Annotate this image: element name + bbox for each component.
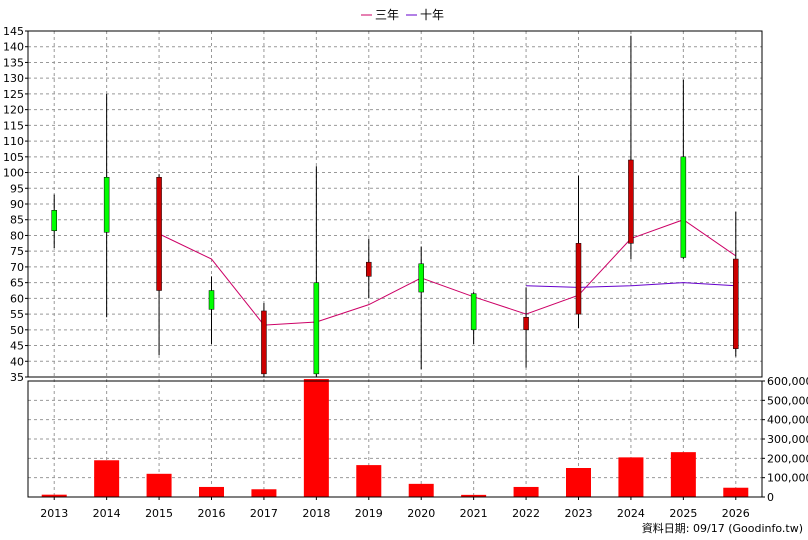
price-tick-label: 85 [10,214,24,227]
x-tick-label: 2016 [198,507,226,520]
candlesticks [51,35,739,377]
price-axis-ticks: 35 40 45 50 55 60 65 70 75 80 85 90 95 100 105 110 115 12… [3,25,28,384]
candle-body [733,258,739,349]
price-tick-label: 140 [3,41,24,54]
volume-bar [566,468,591,497]
moving-average-lines [158,219,737,326]
price-tick-label: 135 [3,56,24,69]
price-tick-label: 60 [10,292,24,305]
candle-body [575,243,582,315]
volume-tick-label: 400,000 [767,414,808,427]
volume-tick-label: 500,000 [767,394,808,407]
volume-bar [303,379,329,497]
price-tick-label: 50 [10,324,24,337]
price-tick-label: 55 [10,308,24,321]
candle-body [628,159,634,244]
x-tick-label: 2024 [617,507,645,520]
price-tick-label: 145 [3,25,24,38]
price-tick-label: 115 [3,119,24,132]
x-tick-label: 2021 [460,507,488,520]
price-tick-label: 75 [10,245,24,258]
volume-bar [94,460,120,497]
volume-tick-label: 300,000 [767,433,808,446]
legend-ma10-label: 十年 [420,8,444,22]
volume-bar [461,494,487,497]
volume-bar [513,486,539,497]
x-tick-label: 2015 [145,507,173,520]
volume-bars [41,379,749,497]
x-tick-label: 2019 [355,507,383,520]
candle-body [156,177,162,291]
price-tick-label: 95 [10,182,24,195]
volume-bar [723,487,749,497]
price-tick-label: 125 [3,88,24,101]
price-tick-label: 70 [10,261,24,274]
x-tick-label: 2026 [722,507,750,520]
candle-body [208,290,215,310]
x-tick-label: 2013 [40,507,68,520]
volume-tick-label: 0 [767,491,774,504]
x-tick-label: 2020 [407,507,435,520]
price-tick-label: 130 [3,72,24,85]
x-tick-label: 2025 [669,507,697,520]
legend-ma3-label: 三年 [375,8,399,22]
x-tick-label: 2023 [565,507,593,520]
candle-body [523,316,529,331]
price-tick-label: 120 [3,104,24,117]
legend: 三年 十年 [361,8,444,22]
candle-body [313,282,320,375]
volume-bar [199,486,224,497]
volume-bar [618,457,644,497]
volume-bar [146,473,172,497]
price-tick-label: 65 [10,277,24,290]
x-tick-label: 2018 [302,507,330,520]
price-tick-label: 45 [10,340,24,353]
price-tick-label: 90 [10,198,24,211]
volume-bar [41,494,67,497]
price-tick-label: 100 [3,167,24,180]
candle-body [261,310,267,375]
volume-tick-label: 600,000 [767,375,808,388]
price-tick-label: 80 [10,229,24,242]
candle-body [470,293,477,331]
ma-line [158,219,737,326]
candle-body [103,177,110,233]
candle-body [51,210,57,231]
x-tick-label: 2022 [512,507,540,520]
x-tick-label: 2017 [250,507,278,520]
price-tick-label: 40 [10,355,24,368]
price-tick-label: 105 [3,151,24,164]
x-axis-ticks: 2013 2014 2015 2016 2017 2018 2019 2020 2021 2022… [40,497,750,520]
candle-body [680,156,687,258]
data-date-footer: 資料日期: 09/17 (Goodinfo.tw) [642,521,803,535]
volume-bar [670,452,696,497]
volume-tick-label: 200,000 [767,452,808,465]
volume-bar [251,489,277,497]
volume-tick-label: 100,000 [767,472,808,485]
candle-body [366,261,372,277]
price-tick-label: 110 [3,135,24,148]
volume-axis-ticks: 0 100,000 200,000 300,000 400,000 500,000 600,… [762,375,808,504]
candle-body [418,263,424,293]
volume-bar [356,465,382,497]
ma-line [526,282,736,288]
price-tick-label: 35 [10,371,24,384]
volume-bar [408,483,434,497]
x-tick-label: 2014 [93,507,121,520]
